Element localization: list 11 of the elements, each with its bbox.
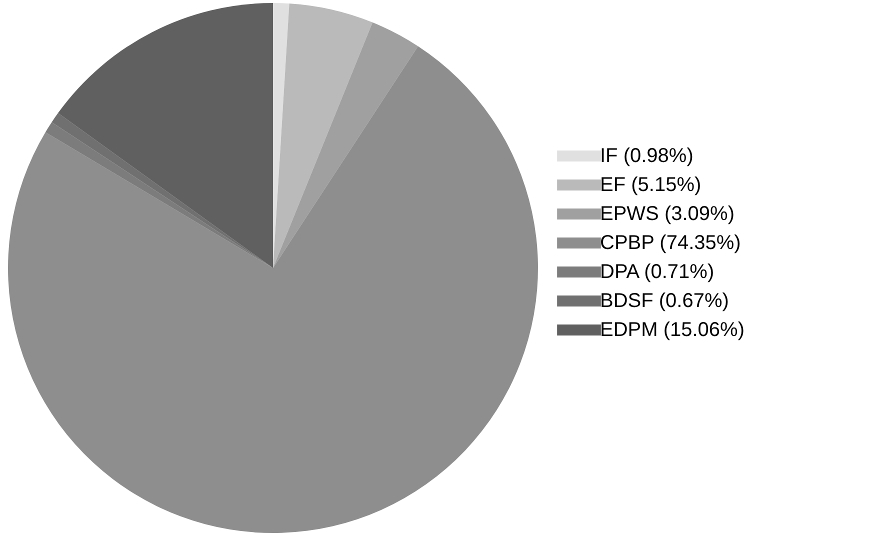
legend-label: IF (0.98%) — [600, 145, 694, 167]
legend-label: EPWS (3.09%) — [600, 203, 734, 225]
legend-label: EF (5.15%) — [600, 174, 702, 196]
legend-label: CPBP (74.35%) — [600, 232, 741, 254]
pie-slice — [273, 22, 418, 268]
legend-label: DPA (0.71%) — [600, 261, 714, 283]
legend-label: BDSF (0.67%) — [600, 290, 729, 312]
legend-label: EDPM (15.06%) — [600, 319, 744, 341]
pie-slice — [8, 46, 538, 533]
pie-slice — [273, 4, 373, 268]
pie-slice — [58, 3, 273, 268]
